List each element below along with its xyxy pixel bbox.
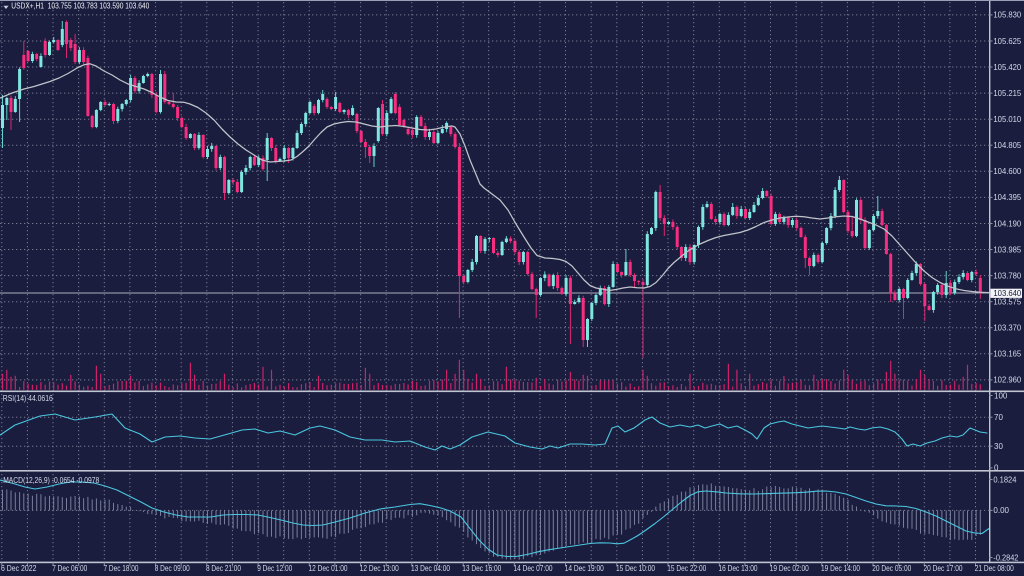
svg-text:103.780: 103.780 xyxy=(993,271,1021,280)
svg-text:105.830: 105.830 xyxy=(993,11,1021,20)
svg-text:RSI(14) 44.0616: RSI(14) 44.0616 xyxy=(3,394,53,403)
svg-text:14 Dec 07:00: 14 Dec 07:00 xyxy=(514,564,553,573)
svg-text:105.420: 105.420 xyxy=(993,63,1021,72)
svg-text:MACD(12,26,9) -0.0654 -0.0978: MACD(12,26,9) -0.0654 -0.0978 xyxy=(3,476,99,485)
svg-text:104.600: 104.600 xyxy=(993,167,1021,176)
svg-text:70: 70 xyxy=(994,413,1003,422)
svg-text:103.575: 103.575 xyxy=(993,297,1021,306)
svg-text:104.395: 104.395 xyxy=(993,193,1021,202)
svg-text:103.985: 103.985 xyxy=(993,245,1021,254)
svg-text:14 Dec 19:00: 14 Dec 19:00 xyxy=(565,564,604,573)
svg-text:105.215: 105.215 xyxy=(993,89,1021,98)
svg-text:7 Dec 06:00: 7 Dec 06:00 xyxy=(52,564,87,573)
svg-text:-0.2842: -0.2842 xyxy=(993,553,1019,562)
svg-text:104.190: 104.190 xyxy=(993,219,1021,228)
svg-text:8 Dec 21:00: 8 Dec 21:00 xyxy=(206,564,241,573)
svg-text:30: 30 xyxy=(994,442,1003,451)
svg-text:13 Dec 16:00: 13 Dec 16:00 xyxy=(462,564,501,573)
svg-text:12 Dec 01:00: 12 Dec 01:00 xyxy=(309,564,348,573)
svg-text:0: 0 xyxy=(994,464,999,473)
svg-text:19 Dec 02:00: 19 Dec 02:00 xyxy=(770,564,809,573)
svg-text:20 Dec 17:00: 20 Dec 17:00 xyxy=(924,564,963,573)
svg-text:105.625: 105.625 xyxy=(993,37,1021,46)
svg-text:103.370: 103.370 xyxy=(993,324,1021,333)
svg-text:0.00: 0.00 xyxy=(993,506,1009,515)
svg-text:6 Dec 2022: 6 Dec 2022 xyxy=(1,564,37,573)
svg-text:15 Dec 10:00: 15 Dec 10:00 xyxy=(616,564,655,573)
svg-text:15 Dec 22:00: 15 Dec 22:00 xyxy=(667,564,706,573)
svg-text:21 Dec 08:00: 21 Dec 08:00 xyxy=(975,564,1014,573)
svg-text:USDX+,H1 103.755 103.783 103.: USDX+,H1 103.755 103.783 103.590 103.640 xyxy=(11,1,149,10)
svg-text:19 Dec 14:00: 19 Dec 14:00 xyxy=(821,564,860,573)
svg-text:8 Dec 09:00: 8 Dec 09:00 xyxy=(155,564,190,573)
svg-text:7 Dec 18:00: 7 Dec 18:00 xyxy=(104,564,139,573)
svg-text:0.1824: 0.1824 xyxy=(993,475,1017,484)
svg-text:102.960: 102.960 xyxy=(993,376,1021,385)
svg-text:105.010: 105.010 xyxy=(993,115,1021,124)
svg-text:13 Dec 04:00: 13 Dec 04:00 xyxy=(411,564,450,573)
svg-text:103.165: 103.165 xyxy=(993,350,1021,359)
svg-text:103.640: 103.640 xyxy=(993,289,1021,298)
svg-text:20 Dec 05:00: 20 Dec 05:00 xyxy=(872,564,911,573)
svg-text:9 Dec 12:00: 9 Dec 12:00 xyxy=(257,564,292,573)
svg-text:16 Dec 13:00: 16 Dec 13:00 xyxy=(719,564,758,573)
svg-text:12 Dec 13:00: 12 Dec 13:00 xyxy=(360,564,399,573)
svg-text:100: 100 xyxy=(994,391,1008,400)
svg-text:104.805: 104.805 xyxy=(993,141,1021,150)
